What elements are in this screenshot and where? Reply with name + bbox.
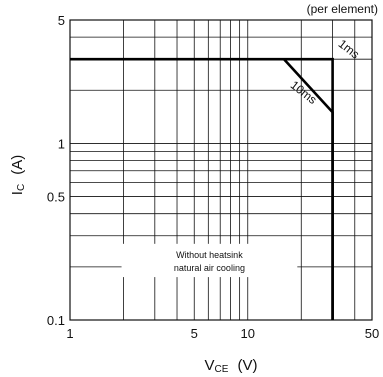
annotation-box — [121, 243, 298, 278]
annotation-line-1: Without heatsink — [176, 250, 243, 260]
series-label-1ms: 1ms — [336, 37, 362, 62]
series-line-1ms — [70, 57, 334, 320]
y-tick-label: 1 — [58, 136, 65, 151]
y-tick-label: 0.5 — [47, 190, 65, 205]
x-tick-label: 5 — [191, 326, 198, 341]
y-tick-label: 5 — [58, 13, 65, 28]
x-axis-title-unit: (V) — [237, 357, 257, 374]
annotation-line-2: natural air cooling — [174, 263, 245, 273]
series-lines — [70, 57, 334, 320]
x-axis-title-sub: CE — [215, 364, 229, 375]
x-axis-title-main: V — [205, 357, 215, 374]
plot-frame — [69, 19, 373, 321]
per-element-note: (per element) — [307, 2, 378, 16]
x-tick-label: 50 — [365, 326, 379, 341]
x-tick-label: 10 — [241, 326, 255, 341]
x-tick-label: 1 — [66, 326, 73, 341]
y-axis-title-main: I — [9, 191, 26, 195]
series-line-10ms — [283, 58, 334, 320]
y-gridlines — [70, 19, 372, 321]
x-axis-title: VCE (V) — [205, 357, 258, 375]
y-axis-title-unit: (A) — [9, 155, 26, 175]
x-tick-labels: 1 5 10 50 — [66, 326, 379, 341]
y-tick-labels: 0.1 0.5 1 5 — [47, 13, 65, 328]
y-axis-title: IC (A) — [9, 155, 27, 195]
y-axis-title-sub: C — [16, 184, 27, 191]
y-tick-label: 0.1 — [47, 313, 65, 328]
